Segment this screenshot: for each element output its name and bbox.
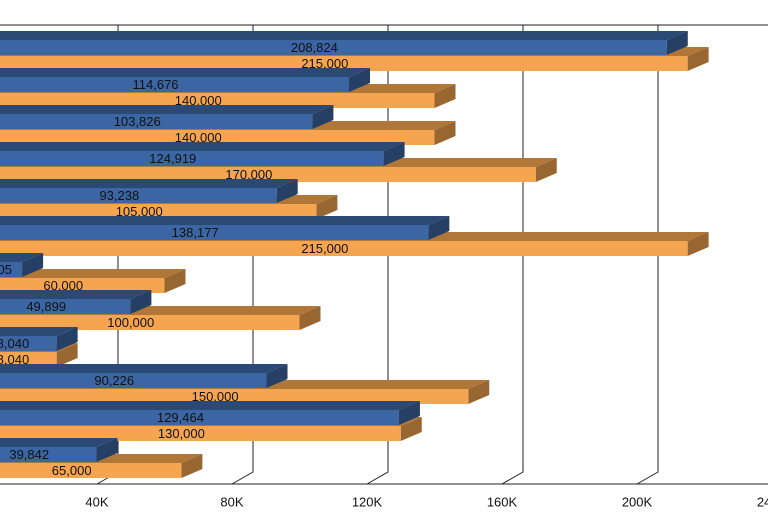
- x-tick-label: 160K: [487, 494, 518, 509]
- bar-value-label: 150,000: [192, 389, 239, 404]
- bar: [0, 410, 399, 425]
- bar-top-face: [0, 216, 450, 225]
- bar-side-face: [299, 306, 321, 330]
- bar: [0, 114, 313, 129]
- bar: [0, 225, 429, 240]
- bar-side-face: [316, 195, 338, 219]
- bar: [0, 151, 384, 166]
- bar-value-label: 129,464: [157, 410, 204, 425]
- bar: [0, 167, 536, 182]
- bar-top-face: [0, 401, 420, 410]
- bar-side-face: [666, 31, 688, 55]
- grid-line: [636, 25, 659, 485]
- bar-top-face: [0, 327, 78, 336]
- bar: [0, 463, 182, 478]
- bar-value-label: 90,226: [94, 373, 134, 388]
- bar-side-face: [535, 158, 557, 182]
- bar-side-face: [398, 401, 420, 425]
- bar-top-face: [0, 105, 334, 114]
- bar-value-label: 215,000: [301, 241, 348, 256]
- bar-value-label: 208,824: [291, 40, 338, 55]
- bar-top-face: [0, 142, 405, 151]
- bar-side-face: [164, 269, 186, 293]
- bar-side-face: [349, 68, 371, 92]
- bar-top-face: [0, 438, 118, 447]
- bar-value-label: 140,000: [175, 93, 222, 108]
- bar-value-label: 114,676: [133, 77, 179, 92]
- bar: [0, 204, 317, 219]
- bar-value-label: 93,238: [99, 188, 139, 203]
- bar-value-label: 100,000: [107, 315, 154, 330]
- bar: [0, 93, 435, 108]
- bar: [0, 241, 688, 256]
- bar-side-face: [687, 47, 709, 71]
- bar: [0, 56, 688, 71]
- bar-side-face: [312, 105, 334, 129]
- bar-value-label: 138,177: [172, 225, 219, 240]
- bar: [0, 278, 165, 293]
- bar: [0, 426, 401, 441]
- bar: [0, 77, 350, 92]
- bar-side-face: [56, 343, 78, 367]
- bar-value-label: 105,000: [116, 204, 163, 219]
- bar-side-face: [400, 417, 422, 441]
- bar: [0, 40, 667, 55]
- bar-side-face: [434, 121, 456, 145]
- bar-value-label: 49,899: [26, 299, 66, 314]
- x-tick-label: 200K: [622, 494, 653, 509]
- bar-side-face: [468, 380, 490, 404]
- bar: [0, 188, 277, 203]
- bar-side-face: [687, 232, 709, 256]
- bar-side-face: [96, 438, 118, 462]
- bar-top-face: [0, 31, 688, 40]
- bar: [0, 373, 267, 388]
- bar-value-label: 60,000: [43, 278, 83, 293]
- bar-value-label: 215,000: [301, 56, 348, 71]
- bar-top-face: [0, 269, 186, 278]
- bar-value-label: 28,040: [0, 352, 29, 367]
- bar-value-label: 103,826: [114, 114, 161, 129]
- bar-value-label: 130,000: [158, 426, 205, 441]
- bar-side-face: [22, 253, 44, 277]
- x-tick-label: 240K: [757, 494, 768, 509]
- bar-side-face: [181, 454, 203, 478]
- bar-top-face: [0, 179, 298, 188]
- bar-value-label: 124,919: [149, 151, 196, 166]
- bar: [0, 299, 131, 314]
- bar-side-face: [130, 290, 152, 314]
- bar-top-face: [0, 68, 371, 77]
- bar-top-face: [0, 290, 152, 299]
- bar-side-face: [383, 142, 405, 166]
- bar-side-face: [434, 84, 456, 108]
- bar-value-label: 17,805: [0, 262, 12, 277]
- x-tick-label: 40K: [85, 494, 108, 509]
- bar: [0, 315, 300, 330]
- bar-value-label: 140,000: [175, 130, 222, 145]
- bar-side-face: [428, 216, 450, 240]
- bar-side-face: [56, 327, 78, 351]
- bar-value-label: 39,842: [9, 447, 49, 462]
- bar: [0, 447, 97, 462]
- x-tick-label: 80K: [220, 494, 243, 509]
- bar: [0, 130, 435, 145]
- bar-value-label: 170,000: [225, 167, 272, 182]
- bar: [0, 352, 57, 367]
- bar-side-face: [276, 179, 298, 203]
- bar-side-face: [266, 364, 288, 388]
- bar: [0, 336, 57, 351]
- bar-value-label: 28,040: [0, 336, 29, 351]
- bar-top-face: [0, 364, 288, 373]
- bar-top-face: [0, 253, 44, 262]
- bar-value-label: 65,000: [52, 463, 92, 478]
- x-tick-label: 120K: [352, 494, 383, 509]
- bar: [0, 262, 23, 277]
- bar: [0, 389, 469, 404]
